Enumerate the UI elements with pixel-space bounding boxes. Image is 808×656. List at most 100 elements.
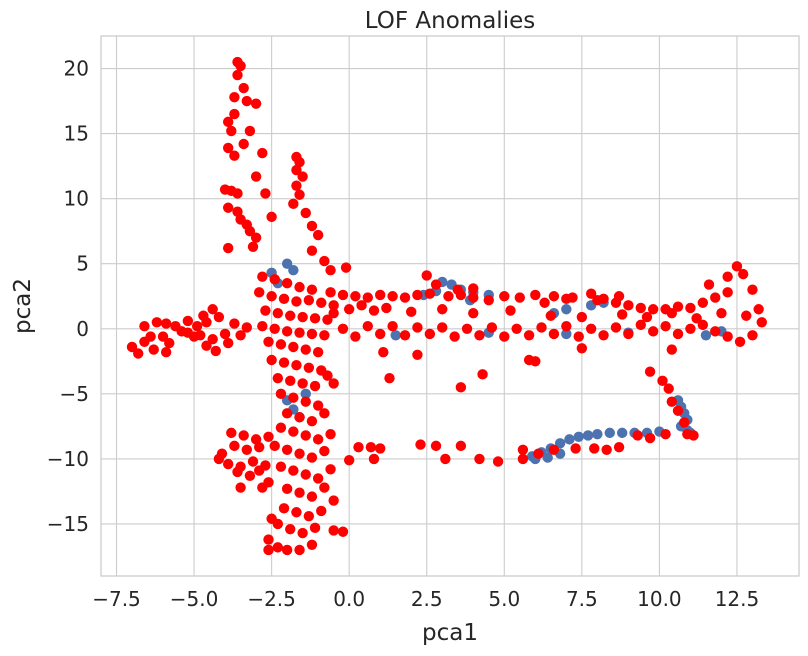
anomaly-point	[263, 544, 274, 556]
anomaly-point	[641, 311, 653, 323]
anomaly-point	[291, 164, 302, 176]
anomaly-point	[412, 349, 423, 360]
anomaly-point	[437, 304, 448, 315]
anomaly-point	[424, 328, 436, 340]
anomaly-point	[660, 320, 671, 332]
anomaly-point	[281, 326, 293, 337]
anomaly-point	[573, 331, 584, 342]
anomaly-point	[294, 327, 305, 338]
anomaly-point	[399, 292, 411, 303]
anomaly-point	[226, 125, 237, 137]
anomaly-point	[452, 284, 463, 295]
anomaly-point	[616, 309, 628, 320]
anomaly-point	[269, 274, 280, 285]
anomaly-point	[160, 346, 172, 358]
anomaly-point	[536, 322, 547, 333]
anomaly-point	[499, 331, 510, 342]
anomaly-point	[222, 116, 234, 128]
normal-point	[564, 434, 575, 445]
anomaly-point	[731, 261, 743, 272]
y-tick-label: 10	[64, 187, 89, 211]
anomaly-point	[222, 242, 234, 254]
anomaly-point	[468, 292, 479, 303]
anomaly-point	[263, 431, 274, 442]
anomaly-point	[340, 262, 352, 273]
anomaly-point	[455, 382, 467, 393]
normal-point	[542, 452, 553, 463]
anomaly-point	[384, 373, 395, 384]
anomaly-point	[285, 523, 296, 535]
anomaly-point	[322, 314, 333, 325]
anomaly-point	[353, 441, 364, 453]
anomaly-point	[368, 453, 380, 465]
anomaly-point	[272, 373, 284, 384]
anomaly-point	[741, 310, 752, 321]
anomaly-point	[148, 344, 159, 355]
anomaly-point	[421, 270, 432, 281]
anomaly-point	[589, 443, 600, 454]
anomaly-point	[545, 310, 557, 321]
anomaly-point	[288, 465, 299, 476]
anomaly-point	[430, 279, 442, 290]
anomaly-point	[229, 318, 240, 329]
anomaly-point	[666, 307, 678, 319]
anomaly-point	[306, 415, 318, 427]
anomaly-point	[378, 346, 389, 358]
anomaly-point	[182, 327, 194, 338]
anomaly-point	[635, 319, 646, 331]
anomaly-point	[415, 439, 426, 450]
anomaly-point	[222, 337, 234, 349]
anomaly-point	[337, 289, 349, 301]
anomaly-point	[288, 426, 299, 437]
anomaly-point	[691, 313, 702, 324]
anomaly-point	[753, 304, 764, 315]
x-tick-label: −7.5	[92, 587, 141, 611]
y-tick-label: −5	[60, 382, 89, 406]
anomaly-point	[191, 320, 203, 332]
anomaly-point	[350, 291, 361, 302]
normal-point	[281, 258, 293, 269]
anomaly-point	[517, 444, 529, 455]
anomaly-point	[281, 278, 293, 289]
anomaly-point	[306, 245, 318, 256]
chart-title: LOF Anomalies	[365, 8, 535, 34]
anomaly-point	[294, 544, 305, 556]
normal-point	[582, 430, 594, 441]
anomaly-point	[312, 346, 324, 358]
anomaly-point	[514, 292, 525, 303]
anomaly-point	[350, 331, 361, 342]
anomaly-point	[312, 473, 324, 484]
anomaly-point	[235, 330, 246, 341]
plot-frame	[100, 35, 800, 577]
anomaly-point	[632, 430, 643, 441]
anomaly-point	[610, 322, 622, 333]
anomaly-point	[328, 378, 339, 389]
anomaly-points-series	[126, 56, 767, 556]
anomaly-point	[257, 147, 268, 159]
normal-point	[288, 265, 299, 276]
anomaly-point	[294, 157, 305, 168]
anomaly-point	[362, 292, 373, 303]
anomaly-point	[685, 302, 696, 314]
anomaly-point	[232, 466, 243, 478]
anomaly-point	[325, 464, 336, 475]
anomaly-point	[219, 328, 231, 340]
anomaly-point	[688, 430, 699, 441]
anomaly-point	[222, 202, 234, 213]
normal-point	[554, 438, 566, 449]
anomaly-point	[613, 291, 625, 302]
anomaly-point	[319, 482, 330, 493]
anomaly-point	[266, 211, 277, 223]
anomaly-point	[291, 180, 302, 191]
anomaly-point	[337, 526, 349, 537]
y-tick-label: 5	[76, 252, 89, 276]
anomaly-point	[672, 301, 684, 312]
anomaly-point	[710, 326, 721, 337]
anomaly-point	[412, 322, 423, 333]
anomaly-point	[241, 444, 253, 455]
anomaly-point	[561, 320, 572, 332]
anomaly-point	[139, 320, 150, 332]
anomaly-point	[561, 293, 572, 305]
anomaly-point	[362, 320, 373, 332]
anomaly-point	[145, 331, 156, 342]
